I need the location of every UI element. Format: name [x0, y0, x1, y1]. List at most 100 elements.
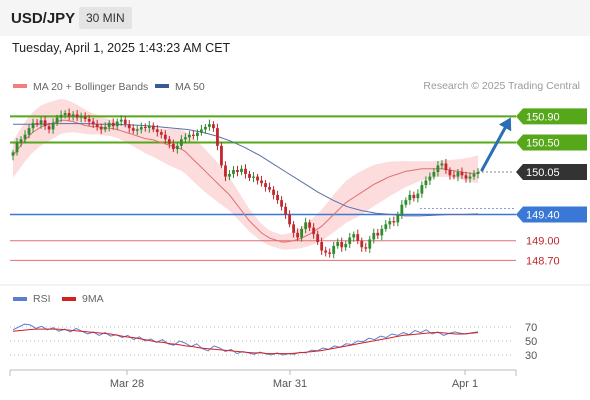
candle-body — [119, 119, 123, 122]
candle-body — [127, 124, 131, 129]
candle-body — [344, 244, 348, 248]
level-label-150-50: 150.50 — [526, 138, 560, 150]
moving-averages — [12, 119, 479, 243]
candle-body — [416, 193, 420, 199]
candle-body — [228, 173, 231, 177]
candle-body — [67, 113, 71, 117]
candle-body — [256, 176, 259, 181]
rsi-lines — [12, 323, 479, 356]
level-label-150-90: 150.90 — [526, 111, 560, 123]
candle-body — [159, 132, 163, 135]
candle-body — [167, 139, 171, 144]
candle-body — [264, 183, 267, 188]
candle-body — [372, 232, 376, 240]
candle-body — [436, 165, 440, 172]
candle-body — [356, 234, 360, 241]
candles — [11, 108, 480, 259]
candle-body — [236, 170, 239, 172]
rsi-line — [12, 323, 479, 356]
candle-body — [408, 194, 412, 201]
candle-body — [171, 143, 175, 150]
rsi-axis-labels: 70 50 30 — [525, 322, 537, 362]
timeframe-badge[interactable]: 30 MIN — [79, 7, 132, 29]
candle-body — [412, 194, 416, 199]
candle-body — [39, 120, 43, 125]
x-tick-label: Mar 31 — [273, 378, 307, 390]
candle-body — [179, 139, 183, 146]
candle-body — [316, 234, 320, 243]
rsi-legend-swatch — [13, 297, 27, 301]
candle-body — [163, 134, 167, 140]
rsi-tick-70: 70 — [525, 322, 537, 334]
candle-body — [95, 124, 99, 127]
candle-body — [404, 200, 408, 205]
candle-body — [452, 175, 456, 177]
candle-body — [284, 206, 287, 215]
ma50-legend-label: MA 50 — [175, 81, 205, 93]
level-label-148-70: 148.70 — [526, 255, 560, 267]
candle-body — [328, 252, 332, 254]
candle-body — [260, 180, 263, 184]
candle-body — [296, 232, 300, 238]
candle-body — [268, 187, 271, 190]
ma20-line — [12, 119, 478, 243]
candle-body — [320, 242, 324, 251]
candle-body — [71, 114, 75, 117]
level-label-150-05: 150.05 — [526, 167, 560, 179]
candle-body — [400, 204, 404, 215]
candle-body — [376, 232, 380, 236]
candle-body — [99, 126, 103, 130]
candle-body — [444, 163, 448, 171]
symbol-label: USD/JPY — [11, 10, 76, 27]
chart-legend: MA 20 + Bollinger Bands MA 50 — [13, 81, 205, 93]
rsi-tick-50: 50 — [525, 336, 537, 348]
candle-body — [288, 214, 291, 225]
level-tag-150-05 — [516, 164, 587, 180]
forecast-arrow-shaft — [480, 122, 509, 172]
candle-body — [472, 173, 476, 177]
candle-body — [91, 121, 95, 125]
candle-body — [63, 113, 67, 116]
forecast-arrow — [480, 117, 512, 172]
level-label-149-40: 149.40 — [526, 210, 560, 222]
candle-body — [27, 128, 31, 135]
candle-body — [336, 242, 340, 246]
candle-body — [111, 122, 115, 127]
candle-body — [87, 118, 91, 122]
candle-body — [272, 189, 275, 195]
rsi-legend: RSI 9MA — [13, 293, 104, 305]
candle-body — [107, 122, 111, 127]
rsi-ma-line — [12, 328, 479, 355]
candle-body — [232, 170, 235, 174]
candle-body — [115, 121, 119, 127]
candle-body — [420, 185, 424, 194]
candle-body — [308, 222, 312, 228]
rsi-legend-label: RSI — [33, 293, 51, 305]
chart-header: USD/JPY 30 MIN — [0, 0, 590, 36]
candle-body — [15, 142, 19, 153]
candle-body — [304, 222, 308, 229]
candle-body — [456, 172, 460, 177]
candle-body — [348, 237, 352, 244]
candle-body — [244, 168, 247, 174]
candle-body — [224, 165, 227, 177]
candle-body — [47, 126, 51, 130]
candle-body — [59, 115, 63, 118]
candle-body — [292, 224, 296, 233]
candle-body — [151, 125, 155, 130]
candle-body — [352, 234, 356, 238]
candle-body — [191, 134, 195, 136]
candle-body — [79, 116, 83, 118]
candle-body — [123, 119, 127, 125]
candle-body — [312, 227, 316, 235]
candle-body — [11, 152, 15, 156]
candle-body — [155, 129, 159, 133]
ma50-line — [13, 123, 479, 217]
candle-body — [280, 200, 283, 207]
ma20-legend-label: MA 20 + Bollinger Bands — [33, 81, 148, 93]
candle-body — [139, 126, 143, 130]
credit-text: Research © 2025 Trading Central — [423, 80, 580, 92]
bollinger-band-area — [13, 99, 478, 250]
candle-body — [51, 122, 55, 130]
